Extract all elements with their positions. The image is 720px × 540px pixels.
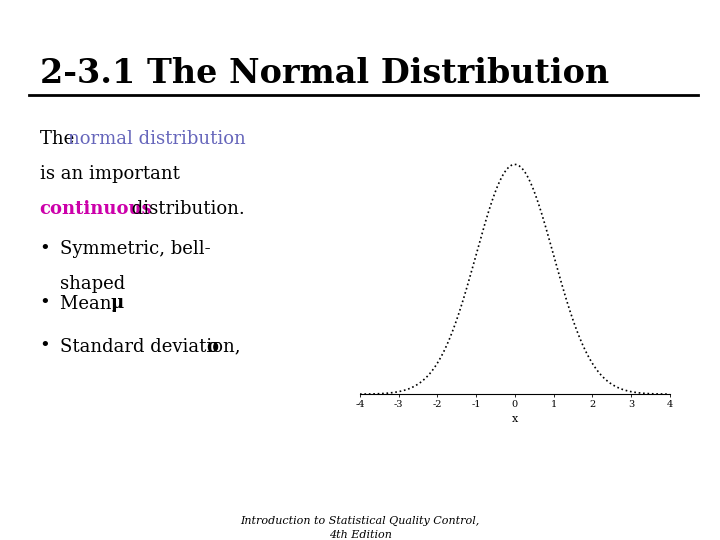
Text: Symmetric, bell-: Symmetric, bell- <box>60 240 210 258</box>
X-axis label: x: x <box>512 414 518 424</box>
Text: Introduction to Statistical Quality Control,
4th Edition: Introduction to Statistical Quality Cont… <box>240 516 480 540</box>
Text: Mean,: Mean, <box>60 294 122 312</box>
Text: Standard deviation,: Standard deviation, <box>60 338 246 355</box>
Text: •: • <box>40 240 50 258</box>
Text: •: • <box>40 294 50 312</box>
Text: 2-3.1 The Normal Distribution: 2-3.1 The Normal Distribution <box>40 57 608 90</box>
Text: σ: σ <box>207 338 220 355</box>
Text: distribution.: distribution. <box>126 200 245 218</box>
Text: is an important: is an important <box>40 165 179 183</box>
Text: The: The <box>40 130 80 147</box>
Text: •: • <box>40 338 50 355</box>
Text: shaped: shaped <box>60 275 125 293</box>
Text: μ: μ <box>110 294 123 312</box>
Text: continuous: continuous <box>40 200 153 218</box>
Text: normal distribution: normal distribution <box>68 130 246 147</box>
